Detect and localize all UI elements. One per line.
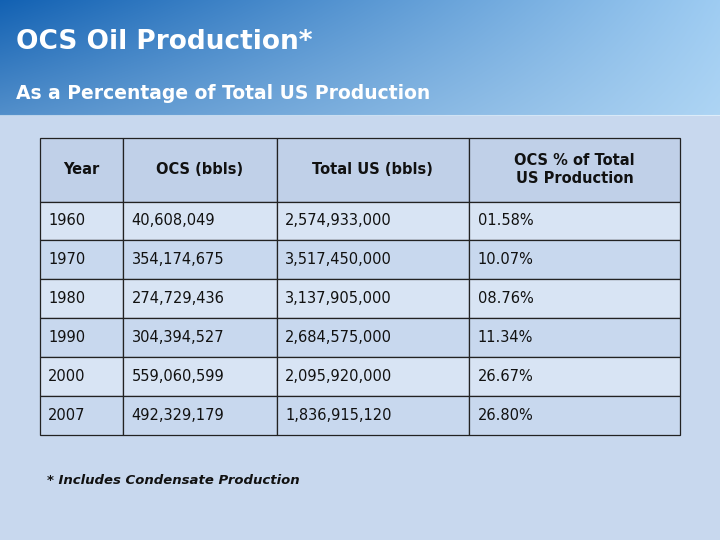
Text: 274,729,436: 274,729,436: [132, 291, 225, 306]
Text: 1970: 1970: [48, 252, 86, 267]
Bar: [123, 318, 276, 357]
Bar: [276, 138, 469, 201]
Bar: [469, 240, 680, 279]
Text: 1980: 1980: [48, 291, 86, 306]
Text: 2007: 2007: [48, 408, 86, 423]
Text: 354,174,675: 354,174,675: [132, 252, 224, 267]
Bar: [469, 396, 680, 435]
Bar: [469, 279, 680, 318]
Bar: [469, 318, 680, 357]
Bar: [123, 201, 276, 240]
Bar: [123, 396, 276, 435]
Text: 492,329,179: 492,329,179: [132, 408, 225, 423]
Text: 01.58%: 01.58%: [477, 213, 534, 228]
Text: Total US (bbls): Total US (bbls): [312, 162, 433, 177]
Bar: [276, 318, 469, 357]
Bar: [40, 138, 123, 201]
Bar: [469, 138, 680, 201]
Bar: [40, 396, 123, 435]
Bar: [123, 279, 276, 318]
Bar: [469, 201, 680, 240]
Bar: [469, 357, 680, 396]
Text: OCS (bbls): OCS (bbls): [156, 162, 243, 177]
Text: 1990: 1990: [48, 330, 86, 345]
Bar: [123, 240, 276, 279]
Bar: [40, 318, 123, 357]
Bar: [40, 279, 123, 318]
Text: 11.34%: 11.34%: [477, 330, 533, 345]
Text: 304,394,527: 304,394,527: [132, 330, 224, 345]
Text: 559,060,599: 559,060,599: [132, 369, 225, 384]
Text: 2,095,920,000: 2,095,920,000: [285, 369, 392, 384]
Text: 3,517,450,000: 3,517,450,000: [285, 252, 392, 267]
Bar: [40, 357, 123, 396]
Bar: [276, 357, 469, 396]
Text: Year: Year: [63, 162, 99, 177]
Text: 2,684,575,000: 2,684,575,000: [285, 330, 392, 345]
Text: 1,836,915,120: 1,836,915,120: [285, 408, 392, 423]
Text: 26.67%: 26.67%: [477, 369, 534, 384]
Text: As a Percentage of Total US Production: As a Percentage of Total US Production: [16, 84, 430, 103]
Text: OCS % of Total
US Production: OCS % of Total US Production: [514, 153, 635, 186]
Bar: [123, 357, 276, 396]
Bar: [40, 240, 123, 279]
Bar: [123, 138, 276, 201]
Text: 2000: 2000: [48, 369, 86, 384]
Text: * Includes Condensate Production: * Includes Condensate Production: [47, 474, 300, 487]
Bar: [40, 201, 123, 240]
Bar: [276, 396, 469, 435]
Text: 08.76%: 08.76%: [477, 291, 534, 306]
Text: 10.07%: 10.07%: [477, 252, 534, 267]
Text: 26.80%: 26.80%: [477, 408, 534, 423]
Text: 2,574,933,000: 2,574,933,000: [285, 213, 392, 228]
Text: 3,137,905,000: 3,137,905,000: [285, 291, 392, 306]
Bar: [276, 279, 469, 318]
Bar: [276, 240, 469, 279]
Text: OCS Oil Production*: OCS Oil Production*: [16, 29, 312, 55]
Text: 1960: 1960: [48, 213, 86, 228]
Bar: [276, 201, 469, 240]
Text: 40,608,049: 40,608,049: [132, 213, 215, 228]
